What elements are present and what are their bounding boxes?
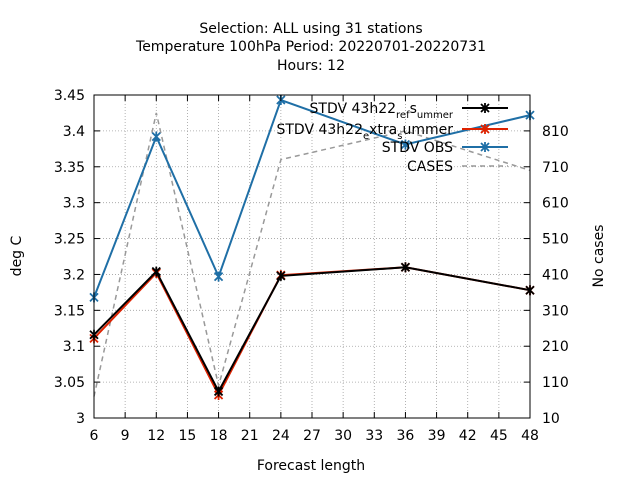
series-line [93,98,531,298]
y-axis-ticks: 3 3.05 3.1 3.15 3.2 3.25 3.3 3.35 3.4 3.45 [54,88,100,427]
legend-label: STDV OBS [382,140,453,156]
y-tick-label: 3.1 [63,339,85,355]
x-tick-label: 6 [90,428,99,444]
series-line [93,112,531,397]
chart-title-line-3: Hours: 12 [277,58,345,74]
x-tick-label: 18 [210,428,228,444]
y-tick-label: 3 [76,411,85,427]
data-point [151,266,161,277]
series-stdv-43h22-extra-summer [89,262,535,401]
legend-label: STDV 43h22extrasummer [276,122,453,142]
x-tick-label: 12 [147,428,165,444]
chart-title-line-2: Temperature 100hPa Period: 20220701-2022… [135,39,486,55]
y2-tick-label: 410 [542,267,569,283]
x-tick-label: 39 [428,428,446,444]
series-line [93,266,531,398]
y2-tick-label: 510 [542,232,569,248]
x-tick-label: 33 [365,428,383,444]
legend-marker [480,142,490,152]
legend-label: STDV 43h22refsummer [310,101,454,121]
x-tick-label: 48 [521,428,539,444]
x-tick-label: 24 [272,428,290,444]
y2-tick-label: 210 [542,339,569,355]
legend-marker [480,124,490,134]
y2-tick-label: 710 [542,160,569,176]
x-tick-label: 42 [459,428,477,444]
x-tick-label: 45 [490,428,508,444]
y2-tick-label: 110 [542,375,569,391]
data-point [276,270,286,281]
legend-entry: STDV 43h22extrasummer [276,122,508,142]
x-tick-label: 30 [334,428,352,444]
y-tick-label: 3.15 [54,303,85,319]
y-tick-label: 3.45 [54,88,85,104]
legend-entry: STDV 43h22refsummer [310,101,508,121]
data-point [400,139,411,150]
y-axis-label: deg C [9,235,25,276]
x-tick-label: 27 [303,428,321,444]
legend-entry: STDV OBS [382,140,508,156]
legend-entry: CASES [407,159,508,175]
y2-tick-label: 10 [542,411,560,427]
series-cases [93,112,531,397]
x-tick-label: 21 [241,428,259,444]
y2-tick-label: 810 [542,124,569,140]
chart-title-line-1: Selection: ALL using 31 stations [199,21,422,37]
y-tick-label: 3.4 [63,124,85,140]
x-tick-label: 36 [397,428,415,444]
y2-tick-label: 310 [542,303,569,319]
y-tick-label: 3.25 [54,232,85,248]
y2-tick-label: 610 [542,196,569,212]
data-point [213,386,224,397]
legend-marker [480,103,490,113]
x-tick-label: 15 [179,428,197,444]
data-point [151,131,161,142]
y-tick-label: 3.2 [63,267,85,283]
x-tick-label: 9 [121,428,130,444]
y-tick-label: 3.3 [63,196,85,212]
x-axis-label: Forecast length [257,458,365,474]
series-layer [89,95,535,401]
y-tick-label: 3.05 [54,375,85,391]
chart-title: Selection: ALL using 31 stations Tempera… [135,21,486,74]
data-point [213,271,224,282]
data-point [400,262,411,273]
series-line [93,266,531,394]
y-tick-label: 3.35 [54,160,85,176]
legend-label: CASES [407,159,453,175]
y2-axis-label: No cases [591,225,607,288]
y2-axis-ticks: 10 110 210 310 410 510 610 710 810 [524,124,569,427]
x-axis-ticks: 6 9 12 15 18 21 24 27 30 33 36 39 42 45 48 [90,95,539,444]
